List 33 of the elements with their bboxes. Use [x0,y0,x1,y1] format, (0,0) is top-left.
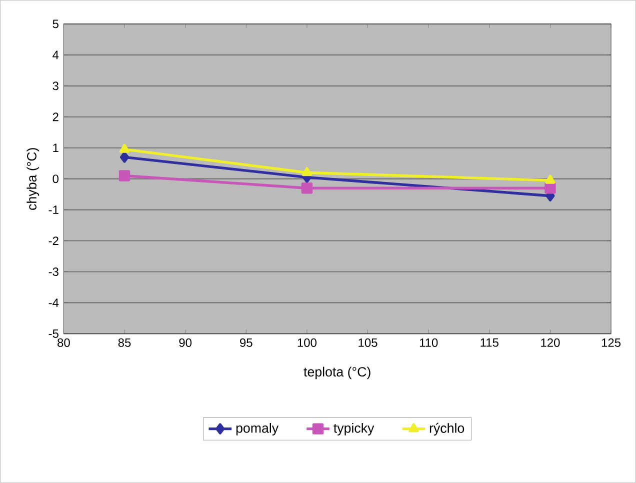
point [119,144,130,153]
point [301,182,313,194]
x-tick-label: 80 [58,338,70,348]
legend-label: pomaly [236,423,279,436]
y-tick-label: 5 [52,20,58,28]
x-tick-label: 85 [118,338,131,348]
point [118,170,130,182]
y-tick-label: 3 [52,82,58,90]
legend-label: typicky [334,423,374,436]
y-tick-label: -1 [48,206,58,214]
legend-label: rýchlo [430,422,464,436]
x-tick-label: 95 [240,338,252,348]
y-tick-label: -2 [48,236,58,246]
y-tick-label: 0 [52,174,59,184]
x-axis-title: teplota (°C) [304,366,370,380]
x-tick-label: 105 [358,338,378,348]
point [120,152,130,163]
y-axis-title: chyba (°C) [26,148,40,210]
x-tick-label: 125 [602,338,621,348]
point [544,182,556,194]
y-tick-label: 4 [52,50,59,60]
y-tick-label: -5 [48,330,58,338]
x-tick-label: 110 [420,338,438,348]
y-tick-label: 2 [52,112,58,122]
point [302,167,312,176]
x-tick-label: 115 [480,338,498,347]
point [545,174,556,184]
y-tick-label: 1 [53,144,58,152]
x-tick-label: 120 [541,338,560,348]
y-tick-label: -3 [48,268,58,276]
x-tick-label: 100 [298,338,317,348]
x-tick-label: 90 [179,338,192,348]
y-tick-label: -4 [48,298,59,307]
